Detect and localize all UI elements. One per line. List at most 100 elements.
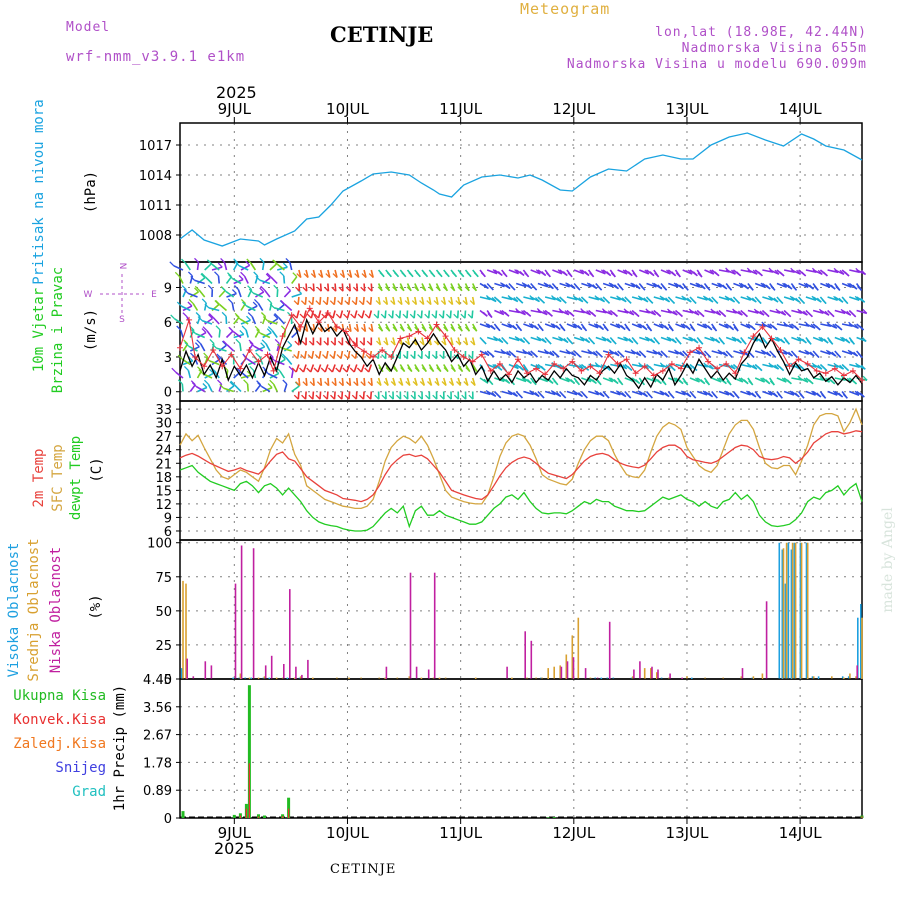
- wind-barb-tick: [433, 300, 439, 306]
- wind-barb-tick: [202, 326, 208, 332]
- wind-barb: [338, 364, 344, 373]
- wind-barb: [198, 289, 206, 298]
- wind-barb: [754, 282, 766, 288]
- cloud-ylabel-mid: Srednja Oblacnost: [26, 538, 42, 681]
- wind-barb-tick: [613, 379, 619, 384]
- wind-barb: [646, 377, 657, 383]
- wind-barb: [341, 283, 344, 292]
- wind-barb-tick: [441, 381, 447, 386]
- wind-barb: [398, 310, 402, 319]
- wind-barb-tick: [177, 354, 183, 360]
- wind-barb: [260, 332, 271, 339]
- wind-barb: [355, 296, 358, 305]
- pressure-ylabel: Pritisak na nivou mora: [31, 99, 47, 284]
- wind-barb: [208, 307, 220, 312]
- wind-barb-tick: [564, 310, 570, 316]
- wind-barb-tick: [400, 367, 406, 373]
- wind-barb: [573, 336, 585, 342]
- wind-barb-tick: [816, 297, 822, 303]
- wind-barb-tick: [695, 377, 700, 383]
- wind-barb: [515, 377, 527, 383]
- wind-barb: [660, 269, 671, 275]
- wind-barb: [805, 390, 816, 396]
- year-label-bottom: 2025: [214, 839, 255, 858]
- wind-barb: [267, 372, 278, 379]
- wind-gust-marker: [246, 347, 253, 354]
- wind-barb: [317, 364, 322, 373]
- wind-barb-tick: [342, 367, 348, 373]
- wind-barb: [341, 391, 344, 400]
- wind-barb-tick: [238, 275, 244, 280]
- wind-barb-tick: [830, 284, 836, 290]
- wind-barb-tick: [735, 298, 740, 304]
- wind-barb-tick: [343, 313, 348, 319]
- wind-barb: [356, 377, 359, 386]
- wind-barb: [653, 296, 665, 301]
- wind-barb-tick: [269, 379, 275, 385]
- wind-barb-tick: [730, 364, 736, 370]
- wind-barb: [265, 343, 271, 352]
- wind-barb-tick: [676, 339, 682, 345]
- wind-barb-tick: [385, 367, 391, 373]
- wind-barb-tick: [619, 352, 625, 358]
- wind-barb-tick: [215, 325, 221, 331]
- wind-barb: [791, 377, 803, 381]
- wind-barb-tick: [577, 325, 583, 330]
- wind-gust-marker: [219, 363, 226, 370]
- wind-barb-tick: [511, 352, 517, 358]
- wind-barb-tick: [442, 286, 448, 292]
- wind-barb-tick: [649, 271, 655, 277]
- wind-barb-tick: [788, 323, 794, 329]
- wind-barb: [740, 363, 752, 368]
- wind-barb-tick: [685, 325, 691, 331]
- wind-barb-tick: [861, 336, 867, 342]
- wind-barb-tick: [491, 391, 497, 397]
- wind-barb-tick: [253, 298, 259, 304]
- wind-barb-tick: [730, 297, 736, 303]
- wind-barb-tick: [847, 282, 853, 288]
- wind-barb-tick: [697, 272, 703, 278]
- wind-barb: [276, 289, 279, 298]
- panel-frame-clouds: [179, 539, 863, 680]
- wind-barb-tick: [857, 353, 863, 359]
- wind-barb: [246, 305, 256, 312]
- wind-gust-marker: [542, 371, 549, 378]
- wind-barb: [783, 390, 795, 396]
- wind-barb-tick: [357, 313, 363, 319]
- wind-barb-tick: [450, 367, 456, 373]
- wind-gust-marker: [270, 367, 277, 374]
- wind-barb-tick: [308, 340, 314, 346]
- wind-barb-tick: [247, 312, 253, 318]
- wind-barb-tick: [605, 298, 610, 304]
- wind-barb: [324, 364, 329, 373]
- wind-barb-tick: [247, 285, 253, 291]
- wind-barb-tick: [170, 314, 176, 320]
- wind-barb-tick: [633, 339, 639, 345]
- wind-barb-tick: [364, 313, 370, 319]
- wind-barb: [464, 337, 469, 346]
- wind-barb-tick: [752, 269, 758, 275]
- wind-barb-tick: [197, 316, 203, 322]
- wind-barb: [726, 309, 737, 314]
- wind-barb-tick: [489, 352, 495, 358]
- precip-bar-conv: [239, 815, 241, 818]
- wind-barb-tick: [643, 392, 648, 398]
- wind-barb: [319, 391, 322, 400]
- wind-barb-tick: [203, 352, 209, 358]
- wind-barb: [812, 309, 824, 314]
- wind-barb-tick: [345, 381, 351, 387]
- wind-barb: [195, 385, 206, 393]
- wind-barb-tick: [854, 390, 860, 396]
- wind-barb-tick: [254, 325, 260, 331]
- wind-barb-tick: [702, 390, 708, 396]
- wind-barb-tick: [704, 380, 710, 386]
- wind-barb-tick: [269, 303, 275, 309]
- wind-barb: [544, 296, 556, 301]
- wind-barb: [595, 309, 607, 314]
- y-tick-label: 3.56: [143, 701, 172, 716]
- wind-barb: [295, 364, 300, 373]
- wind-barb-tick: [773, 392, 779, 398]
- wind-barb-tick: [545, 272, 551, 278]
- wind-barb-tick: [608, 377, 614, 383]
- wind-barb-tick: [651, 310, 657, 316]
